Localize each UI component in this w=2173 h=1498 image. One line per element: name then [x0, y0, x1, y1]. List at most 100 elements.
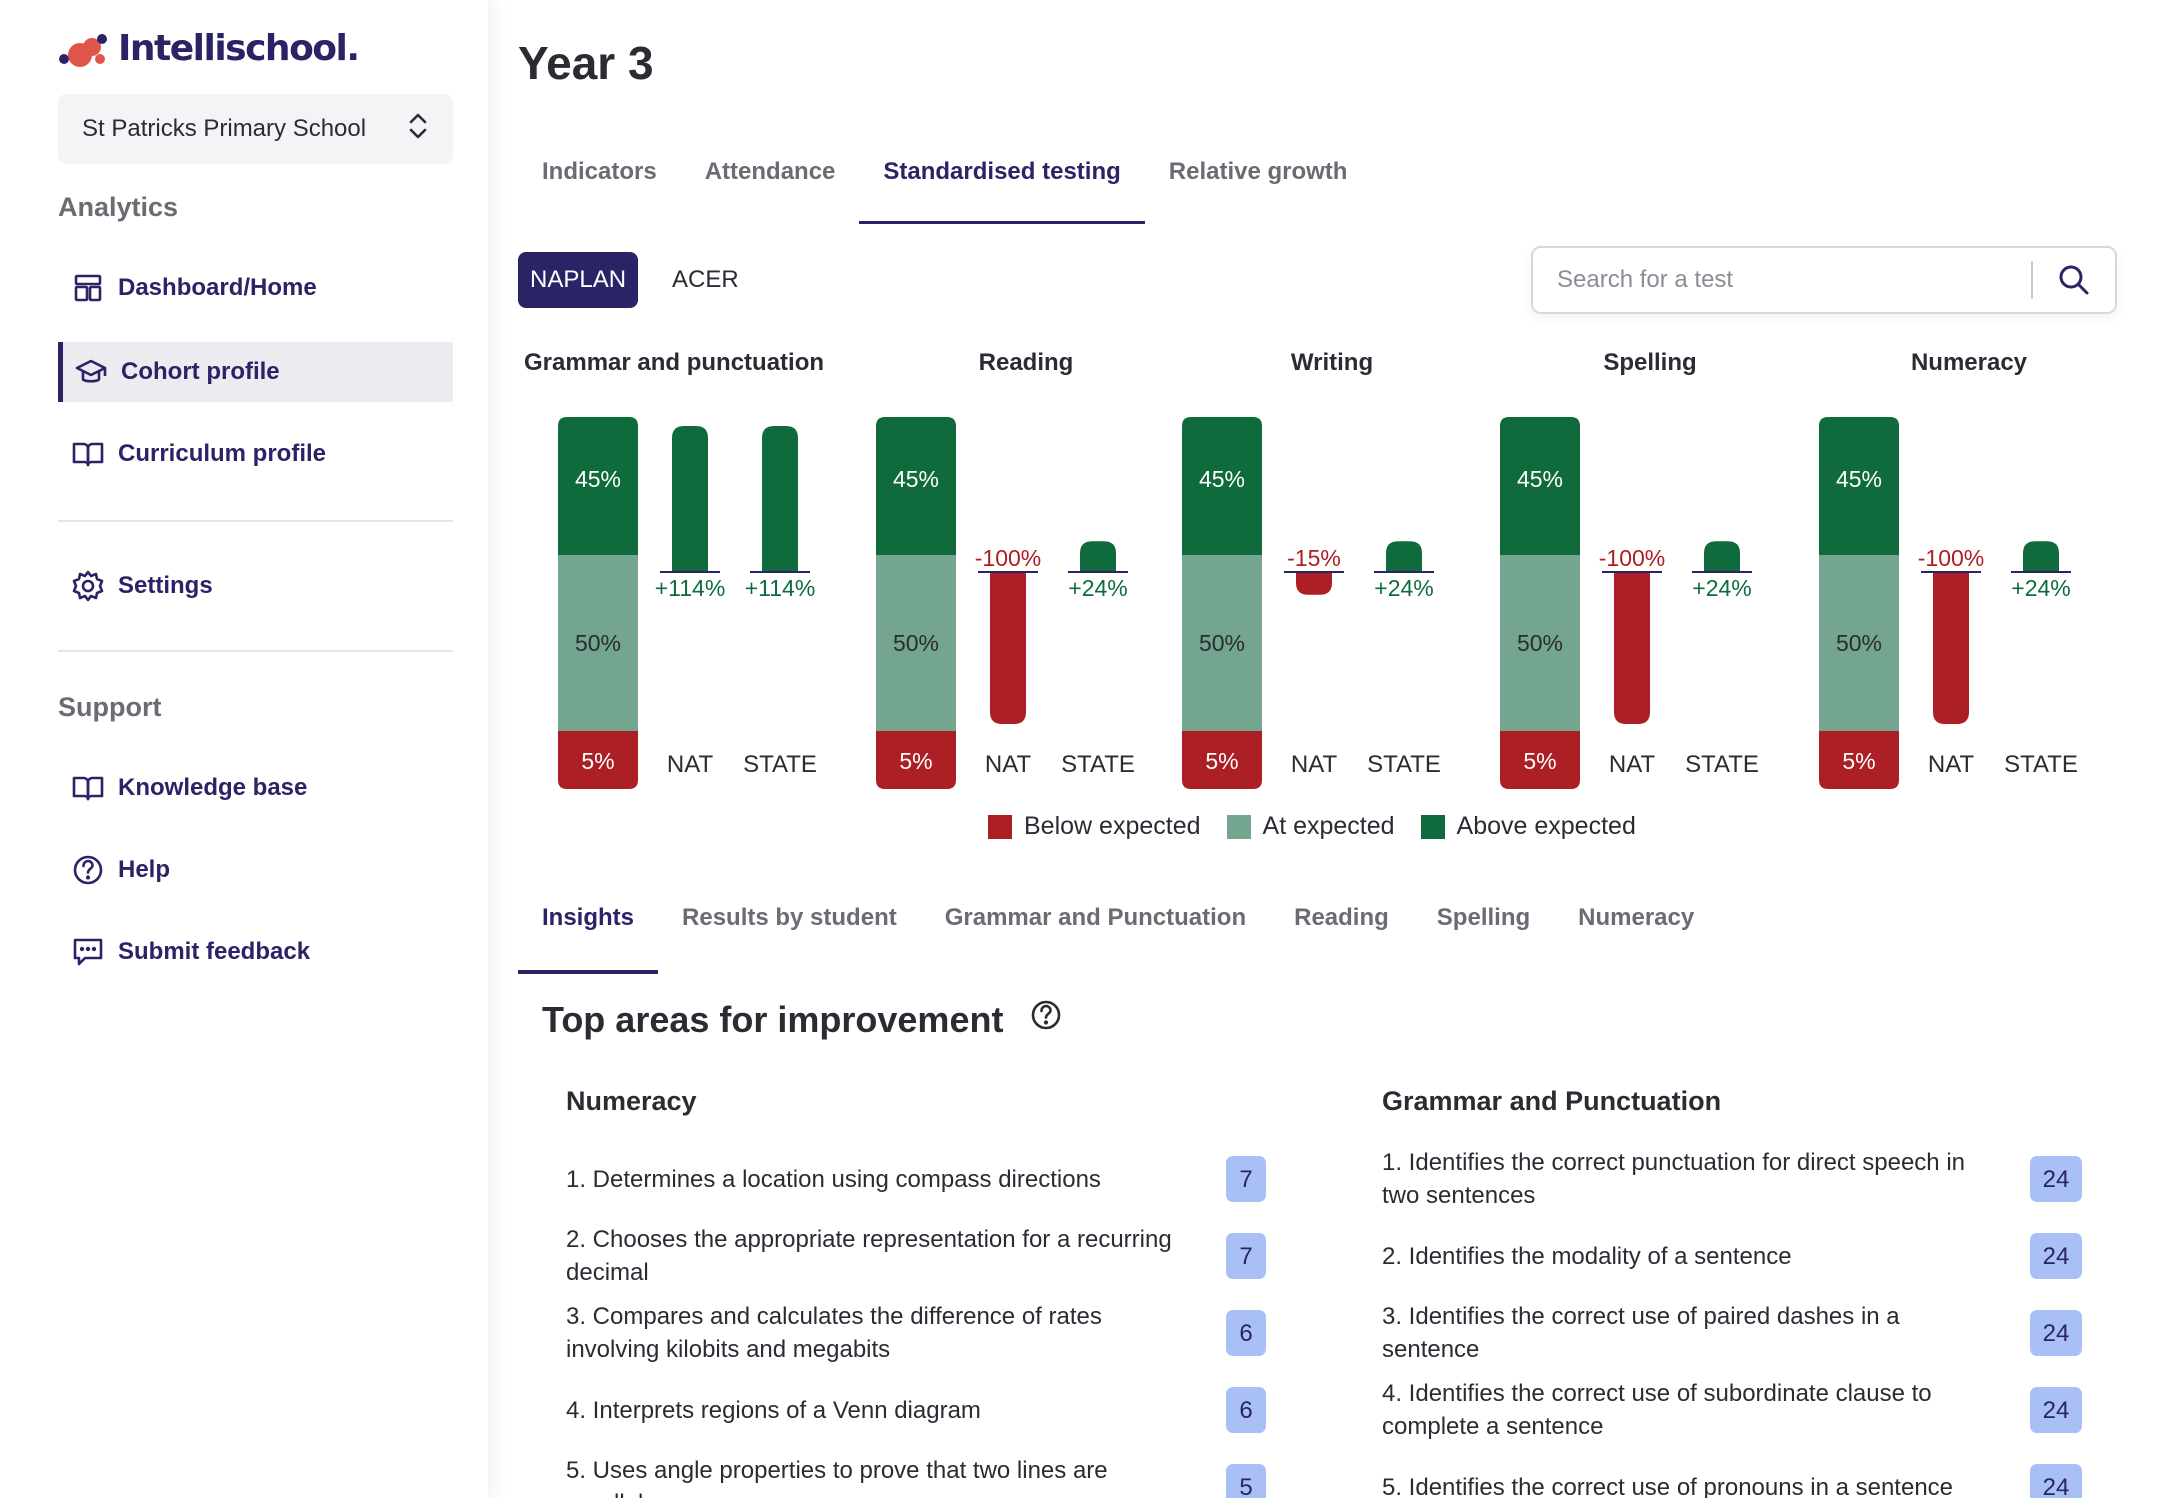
- chart-legend: Below expected At expected Above expecte…: [988, 812, 1662, 841]
- count-badge: 6: [1226, 1310, 1266, 1356]
- improvement-column-grammar: Grammar and Punctuation 1. Identifies th…: [1382, 1086, 2082, 1498]
- count-badge: 5: [1226, 1464, 1266, 1498]
- list-item-text: 3. Identifies the correct use of paired …: [1382, 1303, 1900, 1363]
- category-label: NAT: [1609, 751, 1656, 778]
- category-label: NAT: [985, 751, 1032, 778]
- book-open-icon: [70, 436, 106, 472]
- brand-logo[interactable]: Intellischool.: [58, 28, 360, 69]
- sidebar-item-dashboard[interactable]: Dashboard/Home: [58, 258, 453, 318]
- list-item[interactable]: 1. Identifies the correct punctuation fo…: [1382, 1146, 2082, 1212]
- page-title: Year 3: [518, 37, 654, 89]
- chart-group-title: Grammar and punctuation: [524, 349, 824, 376]
- data-label: +24%: [1374, 575, 1433, 601]
- count-badge: 24: [2030, 1233, 2082, 1279]
- data-label: +24%: [2011, 575, 2070, 601]
- legend-label: At expected: [1262, 812, 1395, 840]
- tab-reading[interactable]: Reading: [1294, 904, 1389, 931]
- category-label: STATE: [1367, 751, 1441, 778]
- tab-grammar-and-punctuation[interactable]: Grammar and Punctuation: [944, 904, 1247, 931]
- sidebar-item-submit-feedback[interactable]: Submit feedback: [58, 922, 453, 982]
- count-badge: 24: [2030, 1464, 2082, 1498]
- data-label: 5%: [1523, 748, 1556, 774]
- comparison-bar-nat: [1614, 572, 1650, 724]
- category-label: NAT: [667, 751, 714, 778]
- sidebar-item-settings[interactable]: Settings: [58, 556, 453, 616]
- bar-segment-above: [1500, 417, 1580, 555]
- legend-swatch: [988, 814, 1012, 839]
- list-item-text: 2. Identifies the modality of a sentence: [1382, 1242, 1792, 1270]
- column-title: Grammar and Punctuation: [1382, 1086, 1722, 1116]
- sidebar-item-label: Curriculum profile: [118, 440, 327, 467]
- school-selector[interactable]: St Patricks Primary School: [58, 94, 453, 164]
- search-input[interactable]: [1557, 266, 2031, 294]
- count-badge: 24: [2030, 1310, 2082, 1356]
- bar-segment-above: [558, 417, 638, 555]
- tab-results-by-student[interactable]: Results by student: [682, 904, 897, 931]
- tab-indicators[interactable]: Indicators: [542, 158, 657, 185]
- improvement-column-numeracy: Numeracy 1. Determines a location using …: [566, 1086, 1266, 1498]
- data-label: +114%: [655, 575, 726, 601]
- sidebar-item-label: Help: [118, 856, 171, 883]
- sidebar-item-label: Knowledge base: [118, 774, 308, 801]
- sidebar-item-knowledge-base[interactable]: Knowledge base: [58, 758, 453, 818]
- category-label: STATE: [2004, 751, 2078, 778]
- legend-item-below: Below expected: [988, 812, 1201, 841]
- bar-segment-above: [876, 417, 956, 555]
- tab-insights[interactable]: Insights: [518, 890, 659, 974]
- bar-segment-above: [1182, 417, 1262, 555]
- legend-swatch: [1420, 814, 1445, 839]
- bar-segment-at: [1500, 555, 1580, 731]
- tab-numeracy[interactable]: Numeracy: [1578, 904, 1695, 931]
- naplan-distribution-chart: Grammar and punctuation 45% 50% 5% +114% NAT +…: [524, 349, 2078, 789]
- data-label: -100%: [1918, 545, 1984, 571]
- chart-group-title: Reading: [979, 349, 1074, 376]
- list-item[interactable]: 1. Determines a location using compass d…: [566, 1146, 1266, 1212]
- tab-spelling[interactable]: Spelling: [1436, 904, 1531, 931]
- list-item[interactable]: 2. Chooses the appropriate representatio…: [566, 1223, 1266, 1289]
- bar-segment-at: [558, 555, 638, 731]
- comparison-bar-state: [1080, 541, 1116, 572]
- list-item[interactable]: 5. Identifies the correct use of pronoun…: [1382, 1454, 2082, 1498]
- data-label: 45%: [893, 466, 939, 492]
- question-circle-icon: [70, 852, 106, 888]
- primary-tabs: Indicators Attendance Standardised testi…: [518, 150, 1371, 224]
- dashboard-icon: [70, 270, 106, 306]
- category-label: STATE: [743, 751, 817, 778]
- data-label: 50%: [575, 630, 621, 656]
- test-type-acer[interactable]: ACER: [672, 266, 739, 293]
- tab-relative-growth[interactable]: Relative growth: [1168, 158, 1348, 185]
- comparison-bar-state: [762, 426, 798, 572]
- data-label: -100%: [975, 545, 1041, 571]
- list-item[interactable]: 2. Identifies the modality of a sentence…: [1382, 1223, 2082, 1289]
- search-separator: [2031, 261, 2033, 299]
- data-label: 5%: [581, 748, 614, 774]
- chart-group-title: Spelling: [1603, 349, 1696, 376]
- chevron-updown-icon: [407, 111, 429, 148]
- search-icon[interactable]: [2033, 263, 2115, 297]
- list-item[interactable]: 3. Compares and calculates the differenc…: [566, 1300, 1266, 1366]
- data-label: 50%: [1199, 630, 1245, 656]
- sidebar: Intellischool. St Patricks Primary Schoo…: [0, 0, 488, 1498]
- chat-bubble-icon: [70, 934, 106, 970]
- data-label: 45%: [1199, 466, 1245, 492]
- question-circle-icon[interactable]: [1029, 998, 1063, 1041]
- book-open-icon: [70, 770, 106, 806]
- data-label: +24%: [1068, 575, 1127, 601]
- list-item[interactable]: 4. Interprets regions of a Venn diagram 6: [566, 1377, 1266, 1443]
- list-item[interactable]: 5. Uses angle properties to prove that t…: [566, 1454, 1266, 1498]
- list-item[interactable]: 4. Identifies the correct use of subordi…: [1382, 1377, 2082, 1443]
- data-label: 5%: [899, 748, 932, 774]
- data-label: -100%: [1599, 545, 1665, 571]
- test-type-naplan[interactable]: NAPLAN: [518, 252, 639, 308]
- sidebar-item-help[interactable]: Help: [58, 840, 453, 900]
- tab-standardised-testing[interactable]: Standardised testing: [859, 150, 1145, 224]
- list-item-text: 5. Identifies the correct use of pronoun…: [1382, 1473, 1954, 1498]
- brand-logo-icon: [59, 33, 107, 67]
- sidebar-item-cohort-profile[interactable]: Cohort profile: [58, 342, 453, 402]
- list-item[interactable]: 3. Identifies the correct use of paired …: [1382, 1300, 2082, 1366]
- category-label: NAT: [1928, 751, 1975, 778]
- tab-attendance[interactable]: Attendance: [704, 158, 836, 185]
- sidebar-item-label: Settings: [118, 572, 213, 599]
- category-label: STATE: [1685, 751, 1759, 778]
- sidebar-item-curriculum-profile[interactable]: Curriculum profile: [58, 424, 453, 484]
